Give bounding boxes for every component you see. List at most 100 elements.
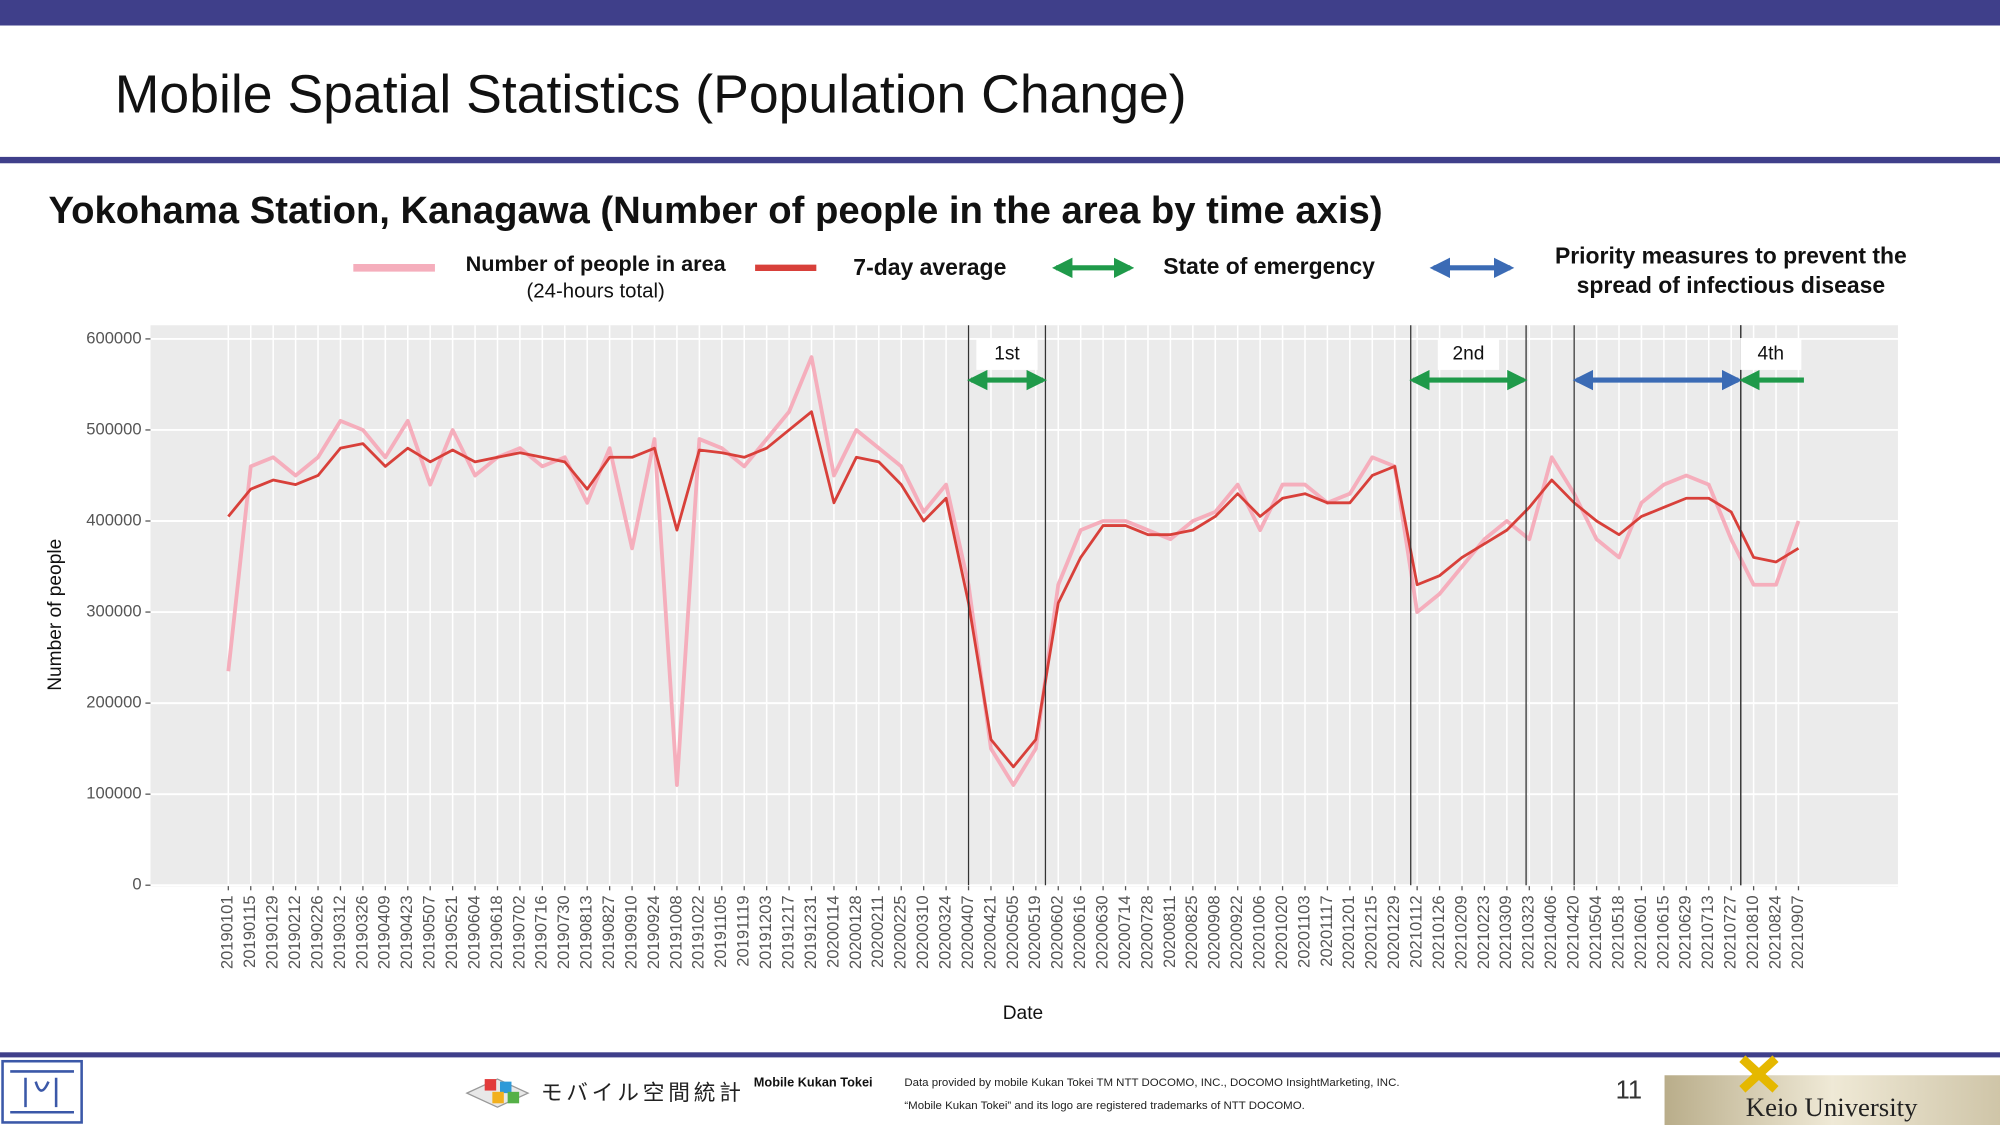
x-tick-label: 20190827	[599, 895, 618, 969]
y-axis-label: Number of people	[45, 539, 66, 691]
slide-title: Mobile Spatial Statistics (Population Ch…	[115, 65, 1187, 124]
x-tick-label: 20210223	[1474, 895, 1493, 969]
x-axis-label: Date	[1003, 1003, 1043, 1024]
x-tick-label: 20200630	[1092, 895, 1111, 969]
period-label: 1st	[994, 344, 1020, 365]
period-label: 2nd	[1452, 344, 1484, 365]
x-tick-label: 20210615	[1653, 895, 1672, 969]
x-tick-label: 20190212	[285, 895, 304, 969]
chart-title: Yokohama Station, Kanagawa (Number of pe…	[48, 189, 1382, 232]
university-emblem	[1739, 1055, 1779, 1093]
x-tick-label: 20201117	[1317, 895, 1336, 966]
x-tick-label: 20210601	[1631, 895, 1650, 969]
x-tick-label: 20210420	[1564, 895, 1583, 969]
title-rule	[0, 156, 2000, 164]
legend-label: Priority measures to prevent the	[1555, 243, 1907, 269]
x-tick-label: 20210504	[1586, 895, 1605, 969]
x-tick-label: 20190129	[263, 895, 282, 969]
left-logo	[1, 1059, 83, 1124]
legend-note: (24-hours total)	[527, 280, 665, 302]
x-tick-label: 20200128	[846, 895, 865, 969]
x-tick-label: 20190115	[240, 895, 259, 968]
x-tick-label: 20190604	[464, 895, 483, 969]
y-tick-label: 500000	[86, 419, 141, 438]
x-tick-label: 20200908	[1205, 895, 1224, 969]
x-tick-label: 20210126	[1429, 895, 1448, 969]
x-tick-label: 20200211	[868, 895, 887, 968]
x-tick-label: 20200310	[913, 895, 932, 969]
footer-rule	[0, 1052, 2000, 1058]
x-tick-label: 20190910	[621, 895, 640, 969]
x-tick-label: 20200324	[935, 895, 954, 969]
y-tick-label: 400000	[86, 510, 141, 529]
x-tick-label: 20190521	[442, 895, 461, 969]
x-tick-label: 20190730	[554, 895, 573, 969]
footer-brand: Mobile Kukan Tokei	[754, 1074, 873, 1089]
y-tick-label: 0	[132, 875, 141, 894]
x-tick-label: 20190924	[644, 895, 663, 969]
x-tick-label: 20210727	[1721, 895, 1740, 969]
x-tick-label: 20201020	[1272, 895, 1291, 969]
x-tick-label: 20200519	[1025, 895, 1044, 969]
x-tick-label: 20210810	[1743, 895, 1762, 969]
average-line	[227, 410, 1800, 769]
x-tick-label: 20191119	[734, 895, 753, 966]
legend-label: spread of infectious disease	[1577, 272, 1885, 298]
legend-label: 7-day average	[853, 254, 1006, 280]
x-tick-label: 20190101	[218, 895, 237, 969]
x-tick-label: 20190813	[577, 895, 596, 969]
footer-note: “Mobile Kukan Tokei” and its logo are re…	[904, 1100, 1304, 1112]
x-tick-label: 20210209	[1451, 895, 1470, 969]
x-tick-label: 20190507	[420, 895, 439, 969]
x-tick-label: 20190702	[509, 895, 528, 969]
plot-background	[150, 325, 1898, 887]
x-tick-label: 20200114	[823, 895, 842, 968]
logo-text: モバイル空間統計	[541, 1080, 745, 1105]
x-tick-label: 20201229	[1384, 895, 1403, 969]
period-label-box	[976, 338, 1038, 370]
x-tick-label: 20210629	[1676, 895, 1695, 969]
x-tick-label: 20210518	[1608, 895, 1627, 969]
x-tick-label: 20200825	[1182, 895, 1201, 969]
period-label: 4th	[1757, 344, 1784, 365]
period-label-box	[1437, 338, 1500, 370]
x-tick-label: 20191217	[778, 895, 797, 969]
x-tick-label: 20210824	[1765, 895, 1784, 969]
university-name: Keio University	[1746, 1092, 1918, 1122]
university-banner	[1664, 1075, 2000, 1125]
x-tick-label: 20191231	[801, 895, 820, 969]
x-tick-label: 20190423	[397, 895, 416, 969]
legend: Number of people in area (24-hours total)…	[353, 243, 1907, 302]
x-tick-label: 20210112	[1407, 895, 1426, 968]
x-tick-label: 20210309	[1496, 895, 1515, 969]
footer-note: Data provided by mobile Kukan Tokei TM N…	[904, 1077, 1399, 1089]
x-tick-label: 20190226	[307, 895, 326, 969]
x-tick-label: 20190326	[352, 895, 371, 969]
y-tick-label: 100000	[86, 784, 141, 803]
docomo-logo-mark	[465, 1078, 530, 1108]
x-tick-label: 20210907	[1788, 895, 1807, 969]
x-tick-label: 20191105	[711, 895, 730, 968]
x-tick-label: 20191203	[756, 895, 775, 969]
y-tick-label: 600000	[86, 328, 141, 347]
x-tick-label: 20201006	[1250, 895, 1269, 969]
x-tick-label: 20190312	[330, 895, 349, 969]
x-tick-label: 20190716	[532, 895, 551, 969]
x-tick-label: 20210323	[1519, 895, 1538, 969]
x-tick-label: 20200505	[1003, 895, 1022, 969]
page-number: 11	[1616, 1077, 1642, 1105]
x-tick-label: 20200714	[1115, 895, 1134, 969]
x-tick-label: 20200421	[980, 895, 999, 969]
x-tick-label: 20200616	[1070, 895, 1089, 969]
x-tick-label: 20190618	[487, 895, 506, 969]
x-tick-label: 20200407	[958, 895, 977, 969]
period-label-box	[1740, 338, 1802, 370]
plot: 20190101 20190115 20190129 20190212 20190226…	[86, 325, 1898, 969]
daily-line	[226, 355, 1801, 787]
top-bar	[0, 0, 2000, 26]
x-tick-label: 20200602	[1048, 895, 1067, 969]
x-tick-label: 20190409	[375, 895, 394, 969]
y-tick-label: 300000	[86, 601, 141, 620]
x-tick-label: 20191008	[666, 895, 685, 969]
